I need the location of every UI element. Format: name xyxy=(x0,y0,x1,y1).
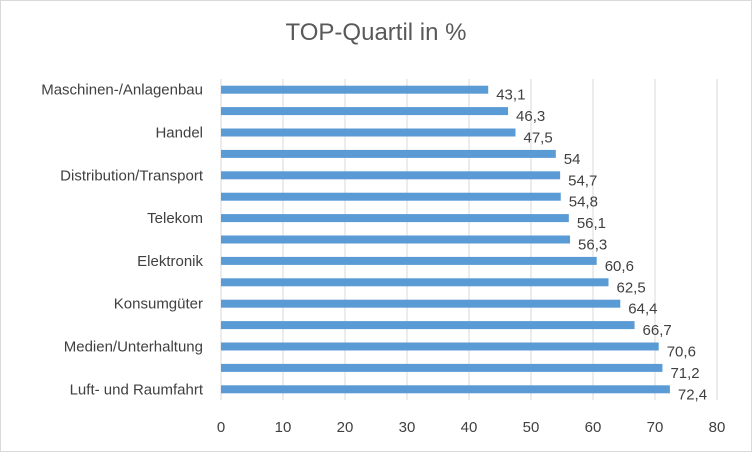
x-tick-label: 30 xyxy=(399,419,416,436)
x-tick-label: 50 xyxy=(523,419,540,436)
data-label: 70,6 xyxy=(667,344,696,361)
bar xyxy=(221,342,659,351)
bar xyxy=(221,107,509,116)
bar xyxy=(221,149,556,158)
category-label: Distribution/Transport xyxy=(60,167,204,184)
data-label: 47,5 xyxy=(524,130,553,147)
category-label: Handel xyxy=(155,125,203,142)
data-label: 54 xyxy=(564,151,581,168)
data-label: 62,5 xyxy=(617,279,646,296)
data-label: 54,8 xyxy=(569,194,598,211)
data-label: 56,3 xyxy=(578,237,607,254)
bar xyxy=(221,299,621,308)
data-label: 60,6 xyxy=(605,258,634,275)
bar xyxy=(221,321,635,330)
bar xyxy=(221,214,569,223)
bar xyxy=(221,192,561,201)
category-label: Konsumgüter xyxy=(114,296,203,313)
category-label: Telekom xyxy=(147,210,203,227)
x-tick-label: 0 xyxy=(217,419,225,436)
x-tick-label: 60 xyxy=(585,419,602,436)
data-label: 66,7 xyxy=(643,322,672,339)
bar xyxy=(221,385,670,394)
data-label: 56,1 xyxy=(577,215,606,232)
bar xyxy=(221,171,561,180)
x-tick-label: 80 xyxy=(709,419,726,436)
category-label: Luft- und Raumfahrt xyxy=(70,381,204,398)
x-tick-label: 10 xyxy=(275,419,292,436)
bar xyxy=(221,235,571,244)
category-label: Medien/Unterhaltung xyxy=(64,339,203,356)
category-label: Maschinen-/Anlagenbau xyxy=(41,82,203,99)
bar xyxy=(221,363,663,372)
data-label: 46,3 xyxy=(516,108,545,125)
x-tick-label: 70 xyxy=(647,419,664,436)
data-label: 54,7 xyxy=(568,172,597,189)
data-label: 71,2 xyxy=(670,365,699,382)
bar xyxy=(221,256,597,265)
data-label: 43,1 xyxy=(496,87,525,104)
chart-title: TOP-Quartil in % xyxy=(285,19,467,46)
bar xyxy=(221,128,516,137)
bar xyxy=(221,278,609,287)
data-label: 64,4 xyxy=(628,301,657,318)
category-label: Elektronik xyxy=(137,253,203,270)
x-tick-label: 20 xyxy=(337,419,354,436)
bar xyxy=(221,85,489,94)
x-tick-label: 40 xyxy=(461,419,478,436)
data-label: 72,4 xyxy=(678,386,707,403)
